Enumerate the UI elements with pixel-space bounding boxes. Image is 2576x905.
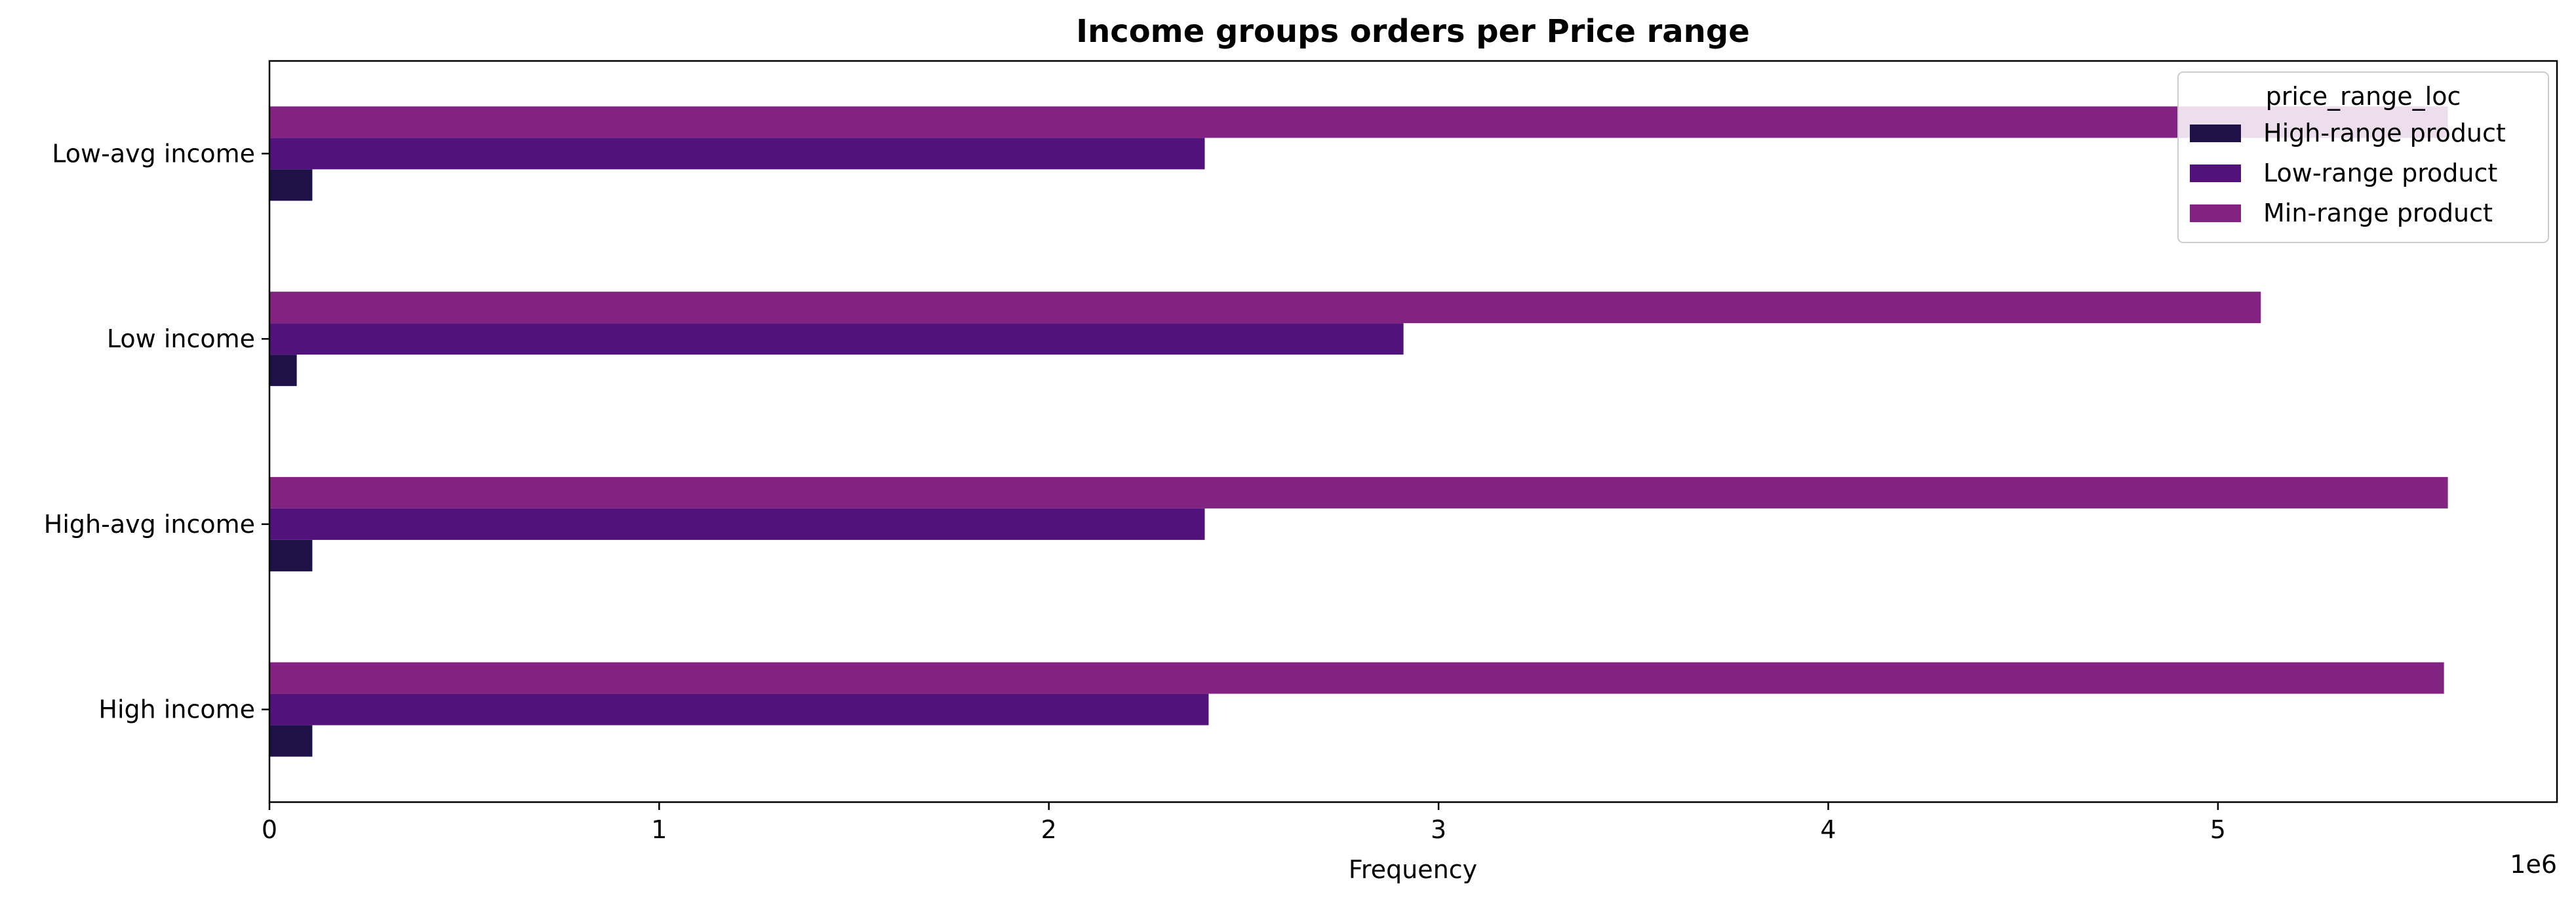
bar [269, 539, 313, 571]
x-axis-label: Frequency [1349, 855, 1477, 884]
legend-swatch [2190, 204, 2241, 222]
bar [269, 292, 2261, 324]
legend-swatch [2190, 164, 2241, 182]
x-axis-offset-label: 1e6 [2510, 850, 2557, 879]
bar [269, 662, 2444, 694]
legend-swatch [2190, 125, 2241, 142]
x-tick-label: 1 [651, 815, 667, 844]
legend-label: Low-range product [2263, 159, 2497, 187]
bar [269, 725, 313, 757]
plot-area-frame [268, 60, 2558, 803]
chart-title: Income groups orders per Price range [1076, 13, 1750, 50]
legend-items: High-range product Low-range product Min-r… [2190, 119, 2506, 227]
x-axis: 0 1 2 3 4 5 [262, 802, 2226, 844]
y-axis: High income High-avg income Low income Low-… [44, 139, 269, 724]
x-tick-label: 0 [262, 815, 277, 844]
x-tick-label: 3 [1431, 815, 1446, 844]
y-tick-label: Low-avg income [52, 139, 255, 168]
y-tick-label: High-avg income [44, 510, 255, 539]
bar [269, 138, 1205, 170]
legend: price_range_loc High-range product Low-ra… [2177, 71, 2549, 243]
bar [269, 169, 313, 201]
bar [269, 323, 1404, 355]
bars-group [269, 106, 2448, 757]
legend-box [2177, 71, 2549, 243]
legend-title: price_range_loc [2266, 82, 2461, 111]
legend-label: High-range product [2263, 119, 2506, 147]
x-tick-label: 5 [2210, 815, 2226, 844]
bar [269, 106, 2448, 138]
y-tick-label: Low income [107, 324, 255, 353]
bar [269, 476, 2448, 509]
bar [269, 508, 1205, 540]
bar [269, 693, 1209, 725]
legend-label: Min-range product [2263, 199, 2493, 227]
x-tick-label: 2 [1041, 815, 1057, 844]
y-tick-label: High income [98, 695, 255, 724]
bar [269, 355, 297, 387]
x-tick-label: 4 [1820, 815, 1836, 844]
